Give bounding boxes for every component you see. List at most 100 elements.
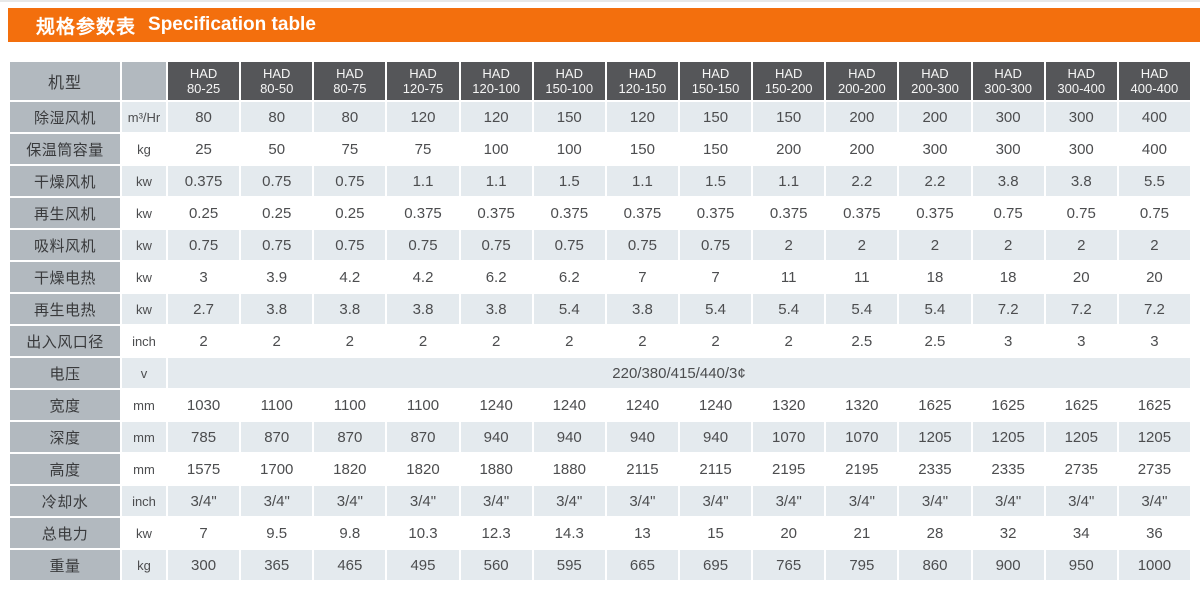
spec-value-cell: 5.4 <box>753 294 825 324</box>
spec-value-cell: 2 <box>753 230 825 260</box>
model-header-cell: HAD 120-75 <box>387 62 459 100</box>
row-unit-cell: kw <box>122 230 166 260</box>
spec-row: 出入风口径 inch 2 2 2 2 2 2 2 2 2 2.5 2.5 3 3 3 <box>10 326 1190 356</box>
page-top-rule <box>0 0 1200 2</box>
spec-value-cell: 18 <box>972 262 1044 292</box>
spec-row: 保温筒容量 kg 25 50 75 75 100 100 150 150 200 200 300 300 3… <box>10 134 1190 164</box>
specification-table: 机型 HAD 80-25 HAD 80-50 HAD 80-75 HAD 120-75 HAD 1… <box>8 60 1192 582</box>
spec-value-cell: 1240 <box>460 390 532 420</box>
spec-value-cell: 1.5 <box>533 166 605 196</box>
spec-value-cell: 900 <box>972 550 1044 580</box>
spec-value-cell: 6.2 <box>533 262 605 292</box>
spec-value-cell: 7.2 <box>1118 294 1190 324</box>
model-number: 80-75 <box>333 81 367 96</box>
spec-value-cell: 3 <box>168 262 240 292</box>
spec-value-cell: 1070 <box>826 422 898 452</box>
model-header-cell: HAD 80-75 <box>314 62 386 100</box>
model-series: HAD <box>994 66 1022 81</box>
spec-value-cell: 21 <box>826 518 898 548</box>
model-series: HAD <box>774 66 803 81</box>
spec-value-cell: 12.3 <box>460 518 532 548</box>
spec-value-cell: 3/4" <box>387 486 459 516</box>
spec-value-cell: 3 <box>972 326 1044 356</box>
row-label-cell: 出入风口径 <box>10 326 120 356</box>
spec-value-cell: 0.375 <box>679 198 752 228</box>
spec-value-cell: 5.4 <box>899 294 971 324</box>
spec-value-cell: 1205 <box>1045 422 1117 452</box>
spec-value-cell: 2115 <box>606 454 678 484</box>
model-header-cell: HAD 80-50 <box>241 62 313 100</box>
model-header-cell: HAD 150-150 <box>679 62 752 100</box>
row-unit-cell: inch <box>122 486 166 516</box>
model-number: 300-300 <box>984 81 1032 96</box>
model-header-cell: HAD 200-300 <box>899 62 971 100</box>
spec-row: 冷却水 inch 3/4" 3/4" 3/4" 3/4" 3/4" 3/4" 3/4" 3/4" 3… <box>10 486 1190 516</box>
spec-value-cell: 2.5 <box>899 326 971 356</box>
spec-value-cell: 2.7 <box>168 294 240 324</box>
spec-value-cell: 0.375 <box>460 198 532 228</box>
spec-value-cell: 695 <box>679 550 752 580</box>
spec-value-cell: 950 <box>1045 550 1117 580</box>
spec-value-cell: 1030 <box>168 390 240 420</box>
spec-value-cell: 1320 <box>826 390 898 420</box>
row-unit-cell: mm <box>122 454 166 484</box>
spec-value-cell: 0.375 <box>899 198 971 228</box>
spec-value-cell: 20 <box>1118 262 1190 292</box>
model-number: 150-100 <box>545 81 594 96</box>
model-series: HAD <box>848 66 876 81</box>
spec-row: 再生电热 kw 2.7 3.8 3.8 3.8 3.8 5.4 3.8 5.4 5.4 5.4 5.4 7… <box>10 294 1190 324</box>
row-label-cell: 保温筒容量 <box>10 134 120 164</box>
spec-value-cell: 2335 <box>899 454 971 484</box>
spec-value-cell: 100 <box>460 134 532 164</box>
spec-value-cell: 2335 <box>972 454 1044 484</box>
spec-row: 电压 v 220/380/415/440/3¢ <box>10 358 1190 388</box>
spec-value-cell: 300 <box>1045 134 1117 164</box>
spec-value-cell: 3/4" <box>241 486 313 516</box>
spec-value-cell: 2735 <box>1045 454 1117 484</box>
spec-value-cell: 870 <box>241 422 313 452</box>
spec-value-cell: 1240 <box>533 390 605 420</box>
spec-value-cell: 1205 <box>1118 422 1190 452</box>
spec-value-cell: 80 <box>241 102 313 132</box>
spec-table-body: 除湿风机 m³/Hr 80 80 80 120 120 150 120 150 150 200 200 3… <box>10 102 1190 580</box>
model-header-row: 机型 HAD 80-25 HAD 80-50 HAD 80-75 HAD 120-75 HAD 1… <box>10 62 1190 100</box>
spec-value-cell: 300 <box>899 134 971 164</box>
spec-value-cell: 0.75 <box>1118 198 1190 228</box>
spec-row: 总电力 kw 7 9.5 9.8 10.3 12.3 14.3 13 15 20 21 28 32 34 36 <box>10 518 1190 548</box>
model-series: HAD <box>409 66 437 81</box>
model-number: 150-150 <box>691 81 740 96</box>
spec-value-cell: 3/4" <box>899 486 971 516</box>
model-header-cell: HAD 120-150 <box>606 62 678 100</box>
spec-value-cell: 0.75 <box>387 230 459 260</box>
spec-value-cell: 1205 <box>899 422 971 452</box>
spec-value-cell: 150 <box>679 102 752 132</box>
spec-value-cell: 0.75 <box>460 230 532 260</box>
spec-value-cell: 1.1 <box>460 166 532 196</box>
spec-value-cell: 3.9 <box>241 262 313 292</box>
model-number: 120-75 <box>402 81 444 96</box>
spec-value-cell: 2 <box>241 326 313 356</box>
spec-value-cell: 1700 <box>241 454 313 484</box>
row-unit-cell: m³/Hr <box>122 102 166 132</box>
spec-value-cell: 34 <box>1045 518 1117 548</box>
spec-value-cell: 3.8 <box>241 294 313 324</box>
spec-value-cell: 0.75 <box>1045 198 1117 228</box>
spec-value-cell: 2 <box>314 326 386 356</box>
spec-value-cell: 3.8 <box>460 294 532 324</box>
spec-value-cell: 5.4 <box>679 294 752 324</box>
row-label-cell: 宽度 <box>10 390 120 420</box>
model-number: 80-25 <box>186 81 221 96</box>
spec-value-cell: 9.8 <box>314 518 386 548</box>
spec-value-cell: 2 <box>168 326 240 356</box>
spec-value-cell: 3 <box>1118 326 1190 356</box>
row-label-cell: 干燥风机 <box>10 166 120 196</box>
model-header-cell: HAD 120-100 <box>460 62 532 100</box>
model-header-cell: HAD 80-25 <box>168 62 240 100</box>
model-number: 400-400 <box>1130 81 1179 96</box>
spec-value-cell: 1820 <box>314 454 386 484</box>
spec-value-cell: 2 <box>826 230 898 260</box>
spec-value-cell: 3/4" <box>606 486 678 516</box>
spec-value-cell: 665 <box>606 550 678 580</box>
row-unit-cell: kg <box>122 550 166 580</box>
spec-value-cell: 1205 <box>972 422 1044 452</box>
